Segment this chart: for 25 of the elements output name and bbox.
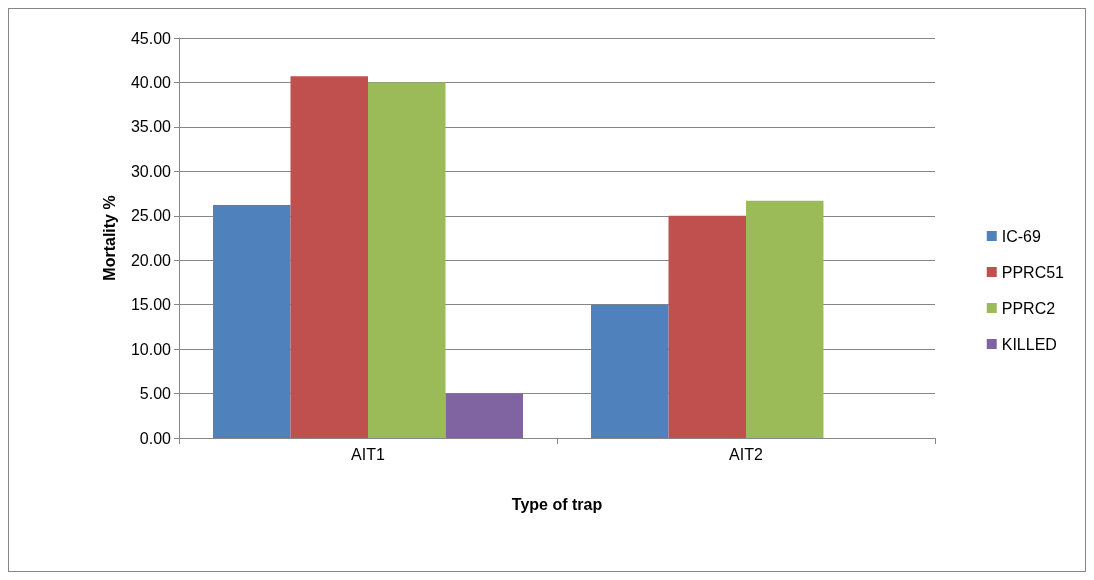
bar: [368, 82, 446, 438]
bar: [290, 76, 368, 438]
y-tick-label: 10.00: [130, 340, 172, 358]
x-tick-label: AIT2: [729, 445, 763, 463]
x-tick-label: AIT1: [351, 445, 385, 463]
y-tick-label: 25.00: [130, 207, 172, 225]
bar: [445, 393, 523, 438]
y-tick-label: 40.00: [130, 73, 172, 91]
y-tick-label: 20.00: [130, 251, 172, 269]
bar: [746, 200, 824, 438]
x-axis-title: Type of trap: [511, 495, 603, 513]
bar: [668, 215, 746, 438]
y-tick-label: 35.00: [130, 118, 172, 136]
bar: [591, 304, 669, 438]
y-tick-label: 45.00: [130, 29, 172, 47]
y-tick-label: 30.00: [130, 162, 172, 180]
legend-label: PPRC2: [1001, 299, 1056, 317]
y-tick-label: 5.00: [139, 385, 172, 403]
bar: [213, 205, 291, 438]
y-axis-title: Mortality %: [100, 195, 118, 281]
legend-label: PPRC51: [1001, 263, 1065, 281]
y-tick-label: 0.00: [139, 429, 172, 447]
legend-label: KILLED: [1001, 335, 1057, 353]
legend-label: IC-69: [1001, 227, 1041, 245]
y-tick-label: 15.00: [130, 296, 172, 314]
